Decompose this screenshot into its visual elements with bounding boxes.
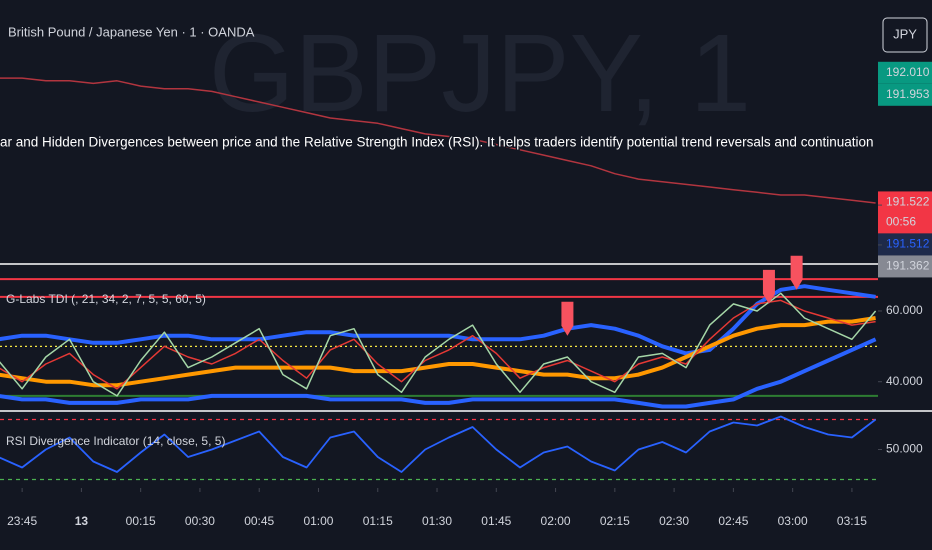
y-tick-label: 50.000 bbox=[886, 442, 923, 456]
watermark: GBPJPY, 1 bbox=[209, 12, 751, 135]
x-tick-label: 02:30 bbox=[659, 514, 689, 528]
series-line bbox=[0, 337, 877, 409]
x-tick-label: 23:45 bbox=[7, 514, 37, 528]
x-tick-label: 01:15 bbox=[363, 514, 393, 528]
series-line bbox=[0, 316, 876, 388]
price-label-bg bbox=[878, 61, 932, 84]
price-label-bg bbox=[878, 191, 932, 234]
countdown: 00:56 bbox=[886, 215, 916, 229]
x-tick-label: 01:00 bbox=[303, 514, 333, 528]
y-tick-label: 40.000 bbox=[886, 374, 923, 388]
y-tick-label: 192.010 bbox=[886, 65, 930, 79]
y-tick-label: 191.953 bbox=[886, 87, 930, 101]
price-label-bg bbox=[878, 83, 932, 106]
symbol-title: British Pound / Japanese Yen · 1 · OANDA bbox=[8, 24, 255, 39]
series-line bbox=[0, 284, 876, 356]
y-tick-label: 60.000 bbox=[886, 303, 923, 317]
x-tick-label: 13 bbox=[75, 514, 89, 528]
x-tick-label: 00:30 bbox=[185, 514, 215, 528]
y-tick-label: 191.512 bbox=[886, 237, 930, 251]
indicator-title: RSI Divergence Indicator (14, close, 5, … bbox=[6, 434, 225, 448]
x-tick-label: 00:15 bbox=[126, 514, 156, 528]
x-tick-label: 01:45 bbox=[481, 514, 511, 528]
series-line bbox=[0, 77, 876, 204]
x-tick-label: 01:30 bbox=[422, 514, 452, 528]
x-tick-label: 03:15 bbox=[837, 514, 867, 528]
x-tick-label: 00:45 bbox=[244, 514, 274, 528]
y-tick-label: 191.522 bbox=[886, 195, 930, 209]
x-tick-label: 03:00 bbox=[778, 514, 808, 528]
price-label-bg bbox=[878, 233, 932, 256]
series-line bbox=[0, 415, 877, 473]
overlay-text: ar and Hidden Divergences between price … bbox=[0, 135, 932, 150]
series-line bbox=[0, 292, 877, 397]
indicator-title: G-Labs TDI (, 21, 34, 2, 7, 5, 5, 60, 5) bbox=[6, 292, 206, 306]
price-label-bg bbox=[878, 255, 932, 278]
currency-button[interactable] bbox=[882, 17, 928, 53]
divergence-signal bbox=[561, 301, 574, 336]
divergence-signal bbox=[762, 269, 775, 304]
price-axis: 192.010 191.953 191.522 00:56 191.512 191.362… bbox=[7, 61, 932, 528]
series-line bbox=[0, 299, 876, 390]
x-tick-label: 02:15 bbox=[600, 514, 630, 528]
x-tick-label: 02:45 bbox=[718, 514, 748, 528]
y-tick-label: 191.362 bbox=[886, 259, 930, 273]
divergence-signal bbox=[790, 255, 803, 290]
x-tick-label: 02:00 bbox=[541, 514, 571, 528]
currency-label[interactable]: JPY bbox=[893, 26, 917, 41]
plot-area: G-Labs TDI (, 21, 34, 2, 7, 5, 5, 60, 5)… bbox=[0, 77, 932, 481]
